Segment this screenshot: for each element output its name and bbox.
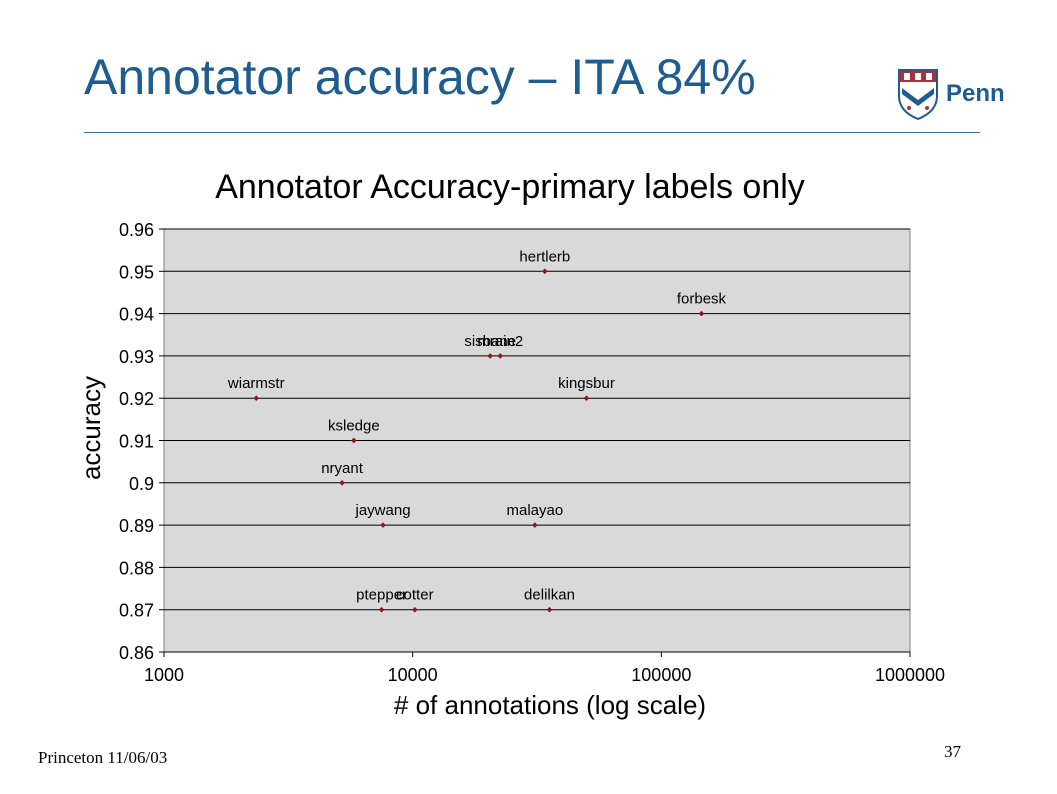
y-tick-label: 0.88	[119, 558, 154, 578]
x-tick-label: 100000	[631, 665, 691, 685]
data-label-jaywang: jaywang	[355, 502, 411, 519]
y-tick-label: 0.91	[119, 432, 154, 452]
data-point-mrain2	[497, 353, 504, 359]
data-point-jaywang	[380, 522, 386, 528]
page-number: 37	[944, 742, 961, 761]
y-tick-label: 0.92	[119, 389, 154, 409]
data-label-cotter: cotter	[396, 587, 434, 604]
y-tick-label: 0.93	[119, 347, 154, 367]
y-tick-label: 0.96	[119, 220, 154, 240]
data-label-hertlerb: hertlerb	[519, 248, 570, 265]
data-label-delilkan: delilkan	[524, 587, 575, 604]
data-point-nryant	[339, 479, 345, 486]
data-label-nryant: nryant	[321, 460, 364, 477]
x-tick-label: 1000	[144, 665, 184, 685]
data-label-ksledge: ksledge	[328, 418, 380, 435]
data-label-ptepper: ptepper	[356, 587, 407, 604]
title-divider	[84, 132, 980, 133]
data-label-wiarmstr: wiarmstr	[227, 375, 285, 392]
penn-logo: Penn	[896, 68, 1026, 120]
slide-title: Annotator accuracy – ITA 84%	[84, 49, 756, 105]
y-tick-label: 0.86	[119, 643, 154, 663]
x-axis-label: # of annotations (log scale)	[394, 690, 706, 720]
data-label-kingsbur: kingsbur	[558, 375, 615, 392]
data-point-delilkan	[546, 606, 553, 613]
y-tick-label: 0.94	[119, 305, 154, 325]
data-point-cotter	[411, 606, 418, 613]
y-axis-tick-labels: 0.96 0.95 0.94 0.93 0.92 0.91 0.9 0.89 0.88 0.87 0…	[119, 220, 154, 663]
data-point-malayao	[532, 522, 538, 528]
data-label-sisbane: sisbane	[464, 333, 516, 350]
data-point-ptepper	[378, 606, 385, 613]
chart-title: Annotator Accuracy-primary labels only	[215, 168, 805, 206]
data-label-malayao: malayao	[507, 502, 564, 519]
x-axis-tick-labels: 1000 10000 100000 1000000	[144, 652, 945, 685]
logo-text: Penn	[946, 80, 1005, 107]
penn-shield-icon	[898, 69, 938, 120]
data-label-mrain2: mrain2	[477, 333, 523, 350]
data-point-forbesk	[698, 310, 705, 317]
y-axis-label: accuracy	[76, 376, 106, 480]
y-tick-label: 0.95	[119, 262, 154, 282]
data-label-forbesk: forbesk	[677, 291, 727, 308]
data-point-ksledge	[351, 437, 357, 444]
x-tick-label: 10000	[388, 665, 438, 685]
x-tick-label: 1000000	[875, 665, 945, 685]
y-tick-label: 0.89	[119, 516, 154, 536]
footer-venue-date: Princeton 11/06/03	[38, 748, 168, 767]
y-tick-label: 0.9	[129, 474, 154, 494]
data-point-hertlerb	[541, 268, 548, 275]
y-tick-label: 0.87	[119, 601, 154, 621]
data-point-wiarmstr	[253, 395, 260, 402]
data-points	[253, 268, 705, 613]
data-point-kingsbur	[583, 395, 590, 402]
data-point-sisbane	[487, 353, 494, 359]
